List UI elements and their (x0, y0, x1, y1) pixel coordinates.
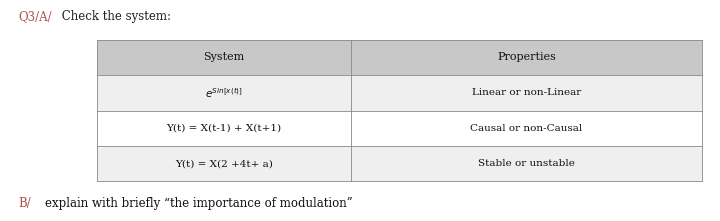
Text: Q3/A/: Q3/A/ (18, 10, 52, 23)
Text: Causal or non-Causal: Causal or non-Causal (470, 124, 582, 133)
Text: Stable or unstable: Stable or unstable (478, 159, 575, 168)
Text: B/: B/ (18, 197, 31, 210)
Text: $e^{Sin[x(t)]}$: $e^{Sin[x(t)]}$ (205, 86, 243, 100)
Bar (351, 146, 702, 181)
Bar (351, 110, 702, 146)
Text: Y(t) = X(2 +4t+ a): Y(t) = X(2 +4t+ a) (175, 159, 273, 168)
Text: Check the system:: Check the system: (58, 10, 171, 23)
Text: Properties: Properties (498, 52, 556, 63)
Bar (351, 75, 702, 110)
Bar (97, 40, 351, 75)
Bar (351, 40, 702, 75)
Text: Linear or non-Linear: Linear or non-Linear (472, 88, 581, 97)
Text: System: System (204, 52, 245, 63)
Text: explain with briefly “the importance of modulation”: explain with briefly “the importance of … (45, 197, 353, 210)
Bar (97, 146, 351, 181)
Text: Y(t) = X(t-1) + X(t+1): Y(t) = X(t-1) + X(t+1) (166, 124, 282, 133)
Bar (97, 110, 351, 146)
Bar (97, 75, 351, 110)
